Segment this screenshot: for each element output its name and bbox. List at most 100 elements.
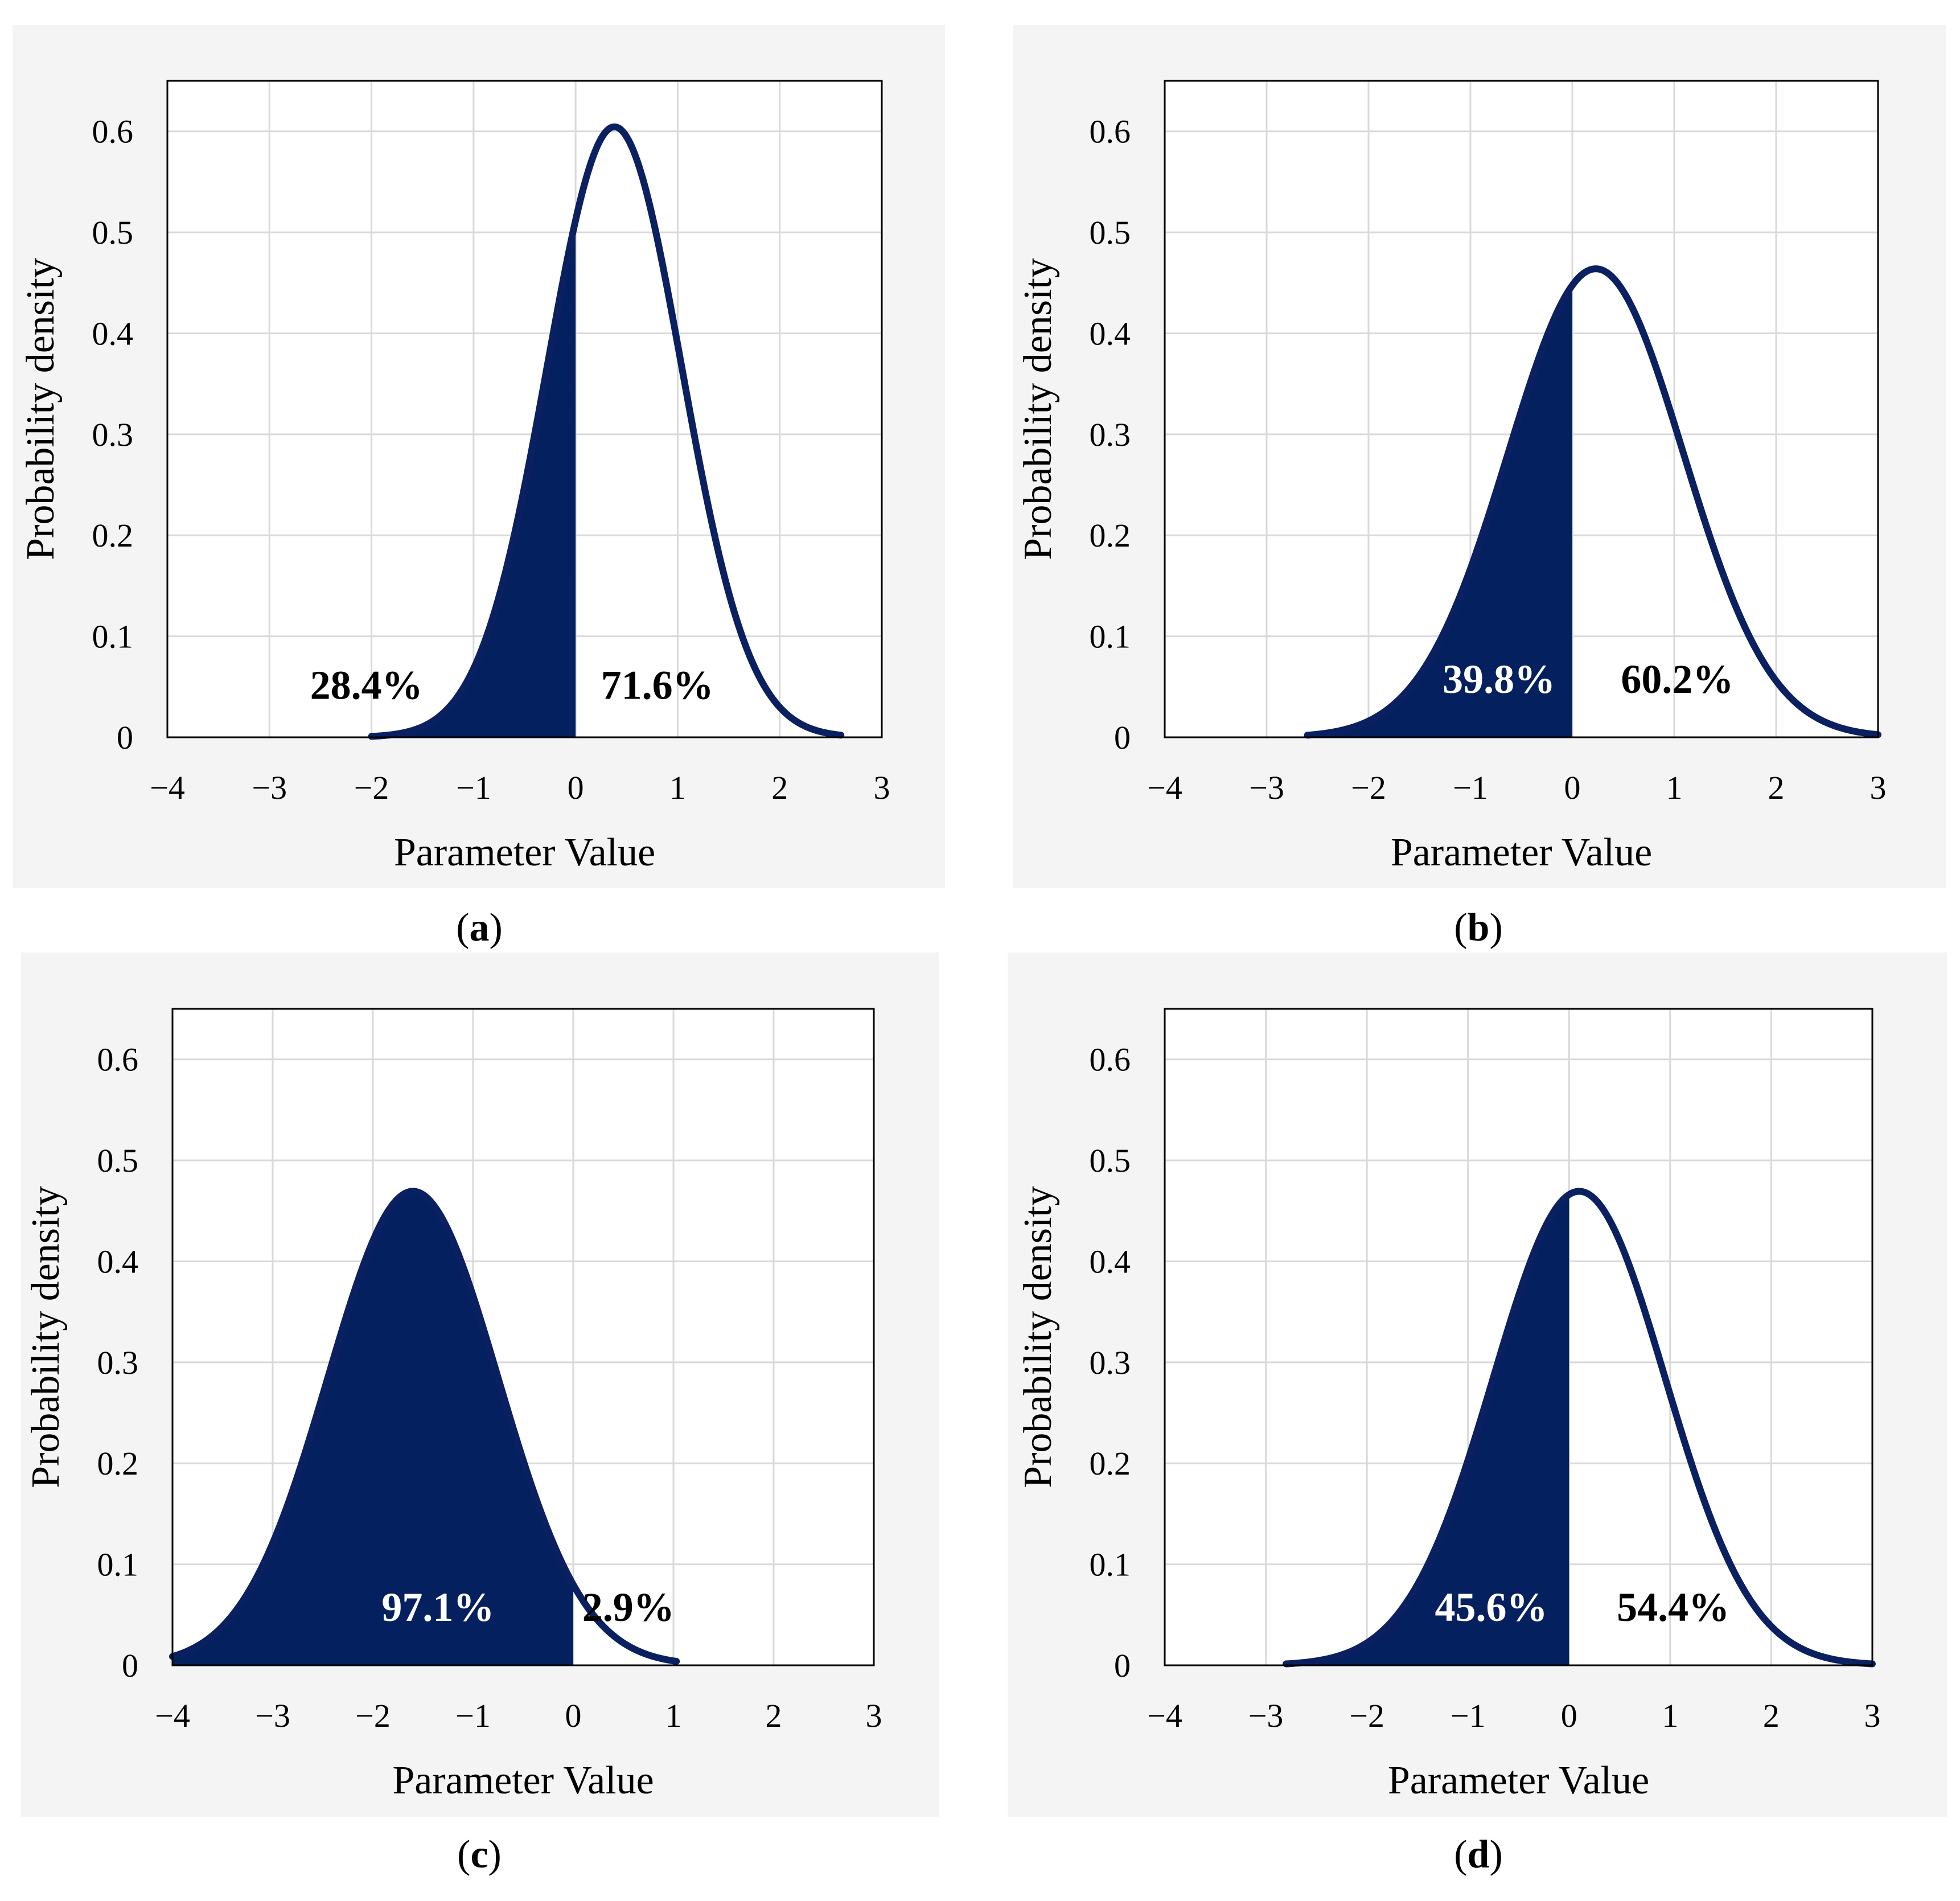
x-tick-label: −2	[355, 1697, 391, 1734]
y-tick-label: 0.3	[97, 1344, 139, 1381]
y-tick-label: 0.6	[1090, 113, 1131, 150]
y-tick-label: 0.2	[92, 517, 134, 554]
x-tick-label: −1	[1451, 1697, 1486, 1734]
y-tick-label: 0.1	[92, 618, 134, 655]
percentage-label: 97.1%	[381, 1584, 494, 1630]
plot-border	[171, 1008, 875, 1666]
y-tick-label: 0.1	[1090, 618, 1131, 655]
x-tick-label: −4	[1147, 1697, 1182, 1734]
y-tick-label: 0.5	[1090, 214, 1131, 251]
y-tick-label: 0.4	[92, 315, 134, 352]
y-tick-label: 0.3	[1090, 1344, 1131, 1381]
y-tick-label: 0	[1114, 1647, 1131, 1684]
panel-b: −4 −3 −2 −1 0 1 2 3 0 0.1 0.2 0.3 0.4 0.5 0.6 Parameter…	[1013, 25, 1946, 888]
percentage-label: 2.9%	[582, 1584, 675, 1630]
chart-a: −4 −3 −2 −1 0 1 2 3 0 0.1 0.2 0.3 0.4 0.5 0.6 Parameter…	[19, 80, 890, 874]
x-tick-label: 3	[1870, 769, 1887, 806]
panel-a: −4 −3 −2 −1 0 1 2 3 0 0.1 0.2 0.3 0.4 0.5 0.6 Parameter…	[13, 25, 945, 888]
x-tick-label: 3	[866, 1697, 882, 1734]
caption-letter-b: b	[1467, 906, 1490, 950]
y-tick-label: 0	[1114, 719, 1131, 756]
x-tick-label: −2	[1351, 769, 1386, 806]
x-tick-label: −1	[1453, 769, 1488, 806]
caption-a: (a)	[456, 906, 503, 950]
x-tick-label: −1	[456, 769, 491, 806]
y-tick-label: 0	[122, 1647, 138, 1684]
x-tick-label: −3	[255, 1697, 290, 1734]
chart-b: −4 −3 −2 −1 0 1 2 3 0 0.1 0.2 0.3 0.4 0.5 0.6 Parameter…	[1016, 80, 1887, 874]
caption-letter-c: c	[470, 1833, 488, 1877]
x-tick-label: −4	[155, 1697, 190, 1734]
percentage-label: 45.6%	[1435, 1584, 1548, 1630]
caption-letter-a: a	[469, 906, 490, 950]
x-tick-label: −3	[1248, 1697, 1284, 1734]
shaded-area	[1307, 285, 1572, 737]
x-tick-label: −4	[1147, 769, 1182, 806]
x-tick-label: −2	[1349, 1697, 1384, 1734]
x-tick-label: 1	[1666, 769, 1683, 806]
y-tick-label: 0.4	[1090, 1243, 1131, 1280]
density-curve	[368, 123, 845, 740]
x-axis-label: Parameter Value	[1388, 1759, 1649, 1803]
y-tick-label: 0.5	[1090, 1142, 1131, 1179]
y-tick-label: 0.2	[97, 1445, 139, 1482]
shaded-area	[371, 220, 576, 737]
y-tick-label: 0.5	[97, 1142, 139, 1179]
percentage-label: 54.4%	[1617, 1584, 1729, 1630]
chart-d: −4 −3 −2 −1 0 1 2 3 0 0.1 0.2 0.3 0.4 0.5 0.6 Parameter…	[1016, 1008, 1881, 1803]
x-tick-label: −3	[1249, 769, 1284, 806]
caption-letter-d: d	[1467, 1833, 1490, 1877]
x-tick-label: 0	[568, 769, 584, 806]
x-tick-label: 2	[1763, 1697, 1780, 1734]
y-tick-label: 0.1	[97, 1546, 139, 1583]
y-tick-label: 0.2	[1090, 1445, 1131, 1482]
y-tick-label: 0.3	[1090, 416, 1131, 453]
x-tick-label: 2	[766, 1697, 782, 1734]
density-curve	[1304, 265, 1881, 739]
x-tick-label: 2	[771, 769, 788, 806]
x-axis-label: Parameter Value	[392, 1759, 654, 1803]
panel-c: −4 −3 −2 −1 0 1 2 3 0 0.1 0.2 0.3 0.4 0.5 0.6 Parameter…	[21, 952, 939, 1817]
y-tick-label: 0	[117, 719, 133, 756]
x-tick-label: 0	[1561, 1697, 1577, 1734]
y-tick-label: 0.5	[92, 214, 134, 251]
x-tick-label: −4	[150, 769, 185, 806]
x-tick-label: −2	[354, 769, 389, 806]
plot-border	[166, 80, 883, 738]
percentage-label: 39.8%	[1443, 656, 1555, 702]
panel-d: −4 −3 −2 −1 0 1 2 3 0 0.1 0.2 0.3 0.4 0.5 0.6 Parameter…	[1008, 952, 1947, 1817]
percentage-label: 60.2%	[1621, 656, 1733, 702]
x-tick-label: 0	[1564, 769, 1581, 806]
chart-c: −4 −3 −2 −1 0 1 2 3 0 0.1 0.2 0.3 0.4 0.5 0.6 Parameter…	[24, 1008, 882, 1803]
y-axis-label: Probability density	[24, 1186, 68, 1488]
y-tick-label: 0.4	[97, 1243, 139, 1280]
x-tick-label: 1	[665, 1697, 682, 1734]
x-tick-label: 2	[1768, 769, 1785, 806]
caption-b: (b)	[1454, 906, 1503, 950]
percentage-label: 71.6%	[601, 663, 714, 708]
x-tick-label: 3	[874, 769, 890, 806]
y-axis-label: Probability density	[19, 258, 63, 560]
x-tick-label: −1	[455, 1697, 491, 1734]
y-tick-label: 0.6	[1090, 1041, 1131, 1078]
x-tick-label: 1	[669, 769, 686, 806]
caption-c: (c)	[457, 1833, 502, 1877]
plot-border	[1164, 80, 1879, 738]
y-tick-label: 0.1	[1090, 1546, 1131, 1583]
x-tick-label: 1	[1662, 1697, 1678, 1734]
plot-border	[1164, 1008, 1873, 1666]
density-curve	[169, 1188, 680, 1665]
caption-d: (d)	[1454, 1833, 1503, 1877]
x-axis-label: Parameter Value	[1391, 831, 1652, 874]
shaded-area	[1286, 1194, 1569, 1665]
y-tick-label: 0.6	[92, 113, 134, 150]
x-tick-label: −3	[252, 769, 287, 806]
y-axis-label: Probability density	[1016, 258, 1060, 560]
y-axis-label: Probability density	[1016, 1186, 1060, 1488]
x-tick-label: 0	[565, 1697, 582, 1734]
x-axis-label: Parameter Value	[394, 831, 655, 874]
x-tick-label: 3	[1864, 1697, 1881, 1734]
density-curve	[1283, 1188, 1876, 1668]
y-tick-label: 0.4	[1090, 315, 1131, 352]
percentage-label: 28.4%	[310, 663, 423, 708]
